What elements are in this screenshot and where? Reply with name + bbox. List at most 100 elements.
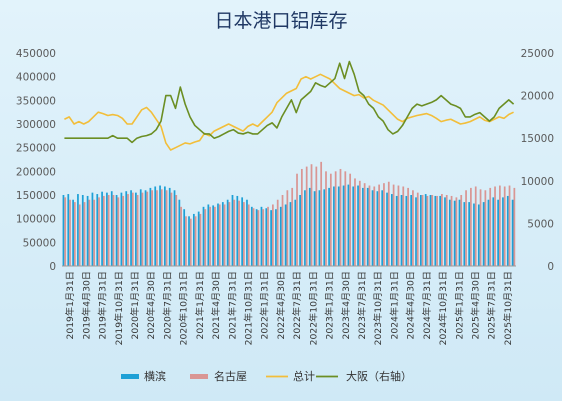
bar-nagoya — [243, 202, 245, 266]
bar-yokohama — [86, 195, 89, 266]
bar-yokohama — [439, 195, 442, 266]
bar-nagoya — [223, 204, 226, 266]
bar-nagoya — [64, 197, 67, 266]
bar-nagoya — [112, 195, 115, 266]
bar-yokohama — [506, 195, 509, 266]
bar-yokohama — [381, 190, 384, 266]
bar-yokohama — [164, 186, 166, 266]
bar-nagoya — [291, 187, 294, 266]
bar-yokohama — [192, 213, 195, 266]
x-tick-label: 2020年10月31日 — [178, 271, 190, 345]
bar-nagoya — [358, 180, 361, 266]
bar-nagoya — [387, 181, 390, 266]
left-tick-label: 350000 — [16, 95, 56, 107]
bar-yokohama — [386, 192, 388, 266]
bar-nagoya — [233, 199, 236, 266]
bar-nagoya — [204, 209, 207, 266]
bar-nagoya — [489, 187, 492, 266]
bar-nagoya — [503, 186, 506, 266]
bar-yokohama — [173, 190, 176, 266]
bar-nagoya — [494, 186, 496, 266]
bar-nagoya — [315, 166, 318, 266]
bar-yokohama — [308, 187, 311, 266]
bar-yokohama — [120, 192, 123, 266]
bar-nagoya — [170, 192, 173, 266]
x-tick-label: 2023年7月31日 — [356, 271, 368, 339]
bar-nagoya — [320, 161, 323, 266]
chart-title: 日本港口铝库存 — [214, 10, 347, 32]
bar-yokohama — [178, 199, 181, 266]
x-tick-label: 2020年4月30日 — [145, 271, 157, 339]
right-tick-label: 10000 — [521, 176, 554, 188]
bar-yokohama — [352, 186, 355, 266]
x-tick-label: 2020年7月31日 — [161, 271, 173, 339]
bar-yokohama — [241, 197, 244, 266]
bar-yokohama — [482, 202, 485, 266]
bar-nagoya — [88, 199, 91, 266]
bar-nagoya — [296, 173, 298, 266]
bar-nagoya — [383, 183, 385, 266]
x-tick-label: 2022年1月31日 — [259, 271, 271, 339]
bar-nagoya — [214, 206, 216, 266]
bar-yokohama — [226, 199, 229, 266]
bar-nagoya — [455, 197, 458, 266]
bar-nagoya — [363, 183, 366, 266]
bar-nagoya — [272, 204, 274, 266]
bar-nagoya — [141, 192, 144, 266]
bar-yokohama — [231, 195, 234, 266]
bar-nagoya — [421, 195, 424, 266]
bar-yokohama — [405, 195, 408, 266]
bar-nagoya — [354, 178, 356, 266]
line-series — [64, 60, 515, 151]
bar-yokohama — [265, 208, 268, 266]
bar-yokohama — [304, 190, 306, 266]
left-tick-label: 0 — [49, 261, 56, 273]
bar-yokohama — [125, 191, 128, 266]
bar-nagoya — [412, 190, 414, 266]
bar-yokohama — [497, 199, 499, 266]
bar-nagoya — [175, 195, 178, 266]
bar-yokohama — [453, 200, 456, 266]
bar-yokohama — [67, 194, 70, 266]
x-tick-label: 2025年10月31日 — [502, 271, 514, 345]
bar-nagoya — [160, 189, 163, 266]
bar-yokohama — [101, 191, 103, 266]
bar-nagoya — [305, 166, 308, 266]
x-tick-label: 2021年7月31日 — [226, 271, 238, 339]
bar-yokohama — [410, 195, 413, 266]
bar-nagoya — [300, 168, 303, 266]
left-axis-ticks: 0 50000 100000 150000 200000 250000 300000 3500… — [16, 48, 56, 273]
x-tick-label: 2021年4月30日 — [210, 271, 222, 339]
legend-label: 大阪（右轴） — [346, 369, 412, 383]
right-axis-ticks: 0 5000 10000 15000 20000 25000 — [521, 48, 554, 273]
bar-yokohama — [275, 209, 277, 266]
x-tick-label: 2025年1月31日 — [453, 271, 465, 339]
x-tick-label: 2022年4月30日 — [275, 271, 287, 339]
x-tick-label: 2021年1月31日 — [194, 271, 206, 339]
bar-nagoya — [189, 218, 192, 266]
x-tick-label: 2025年7月31日 — [486, 271, 498, 339]
bar-nagoya — [218, 204, 221, 266]
bar-nagoya — [339, 168, 342, 266]
bar-nagoya — [281, 195, 284, 266]
bar-nagoya — [334, 171, 337, 266]
legend-label: 名古屋 — [214, 369, 247, 383]
bar-nagoya — [93, 199, 96, 266]
bar-yokohama — [511, 199, 514, 266]
bar-nagoya — [513, 187, 516, 266]
bar-yokohama — [424, 194, 427, 266]
bar-nagoya — [441, 194, 443, 266]
legend: 横滨 名古屋 总计 大阪（右轴） — [121, 369, 412, 383]
bar-yokohama — [284, 204, 287, 266]
bar-yokohama — [236, 195, 239, 266]
bar-nagoya — [276, 199, 279, 266]
bar-nagoya — [165, 190, 168, 266]
left-tick-label: 250000 — [16, 143, 56, 155]
right-tick-label: 25000 — [521, 48, 554, 60]
bar-nagoya — [136, 195, 139, 266]
bar-nagoya — [310, 164, 313, 266]
bar-nagoya — [127, 194, 129, 266]
bar-yokohama — [458, 199, 461, 266]
bar-yokohama — [477, 204, 480, 266]
